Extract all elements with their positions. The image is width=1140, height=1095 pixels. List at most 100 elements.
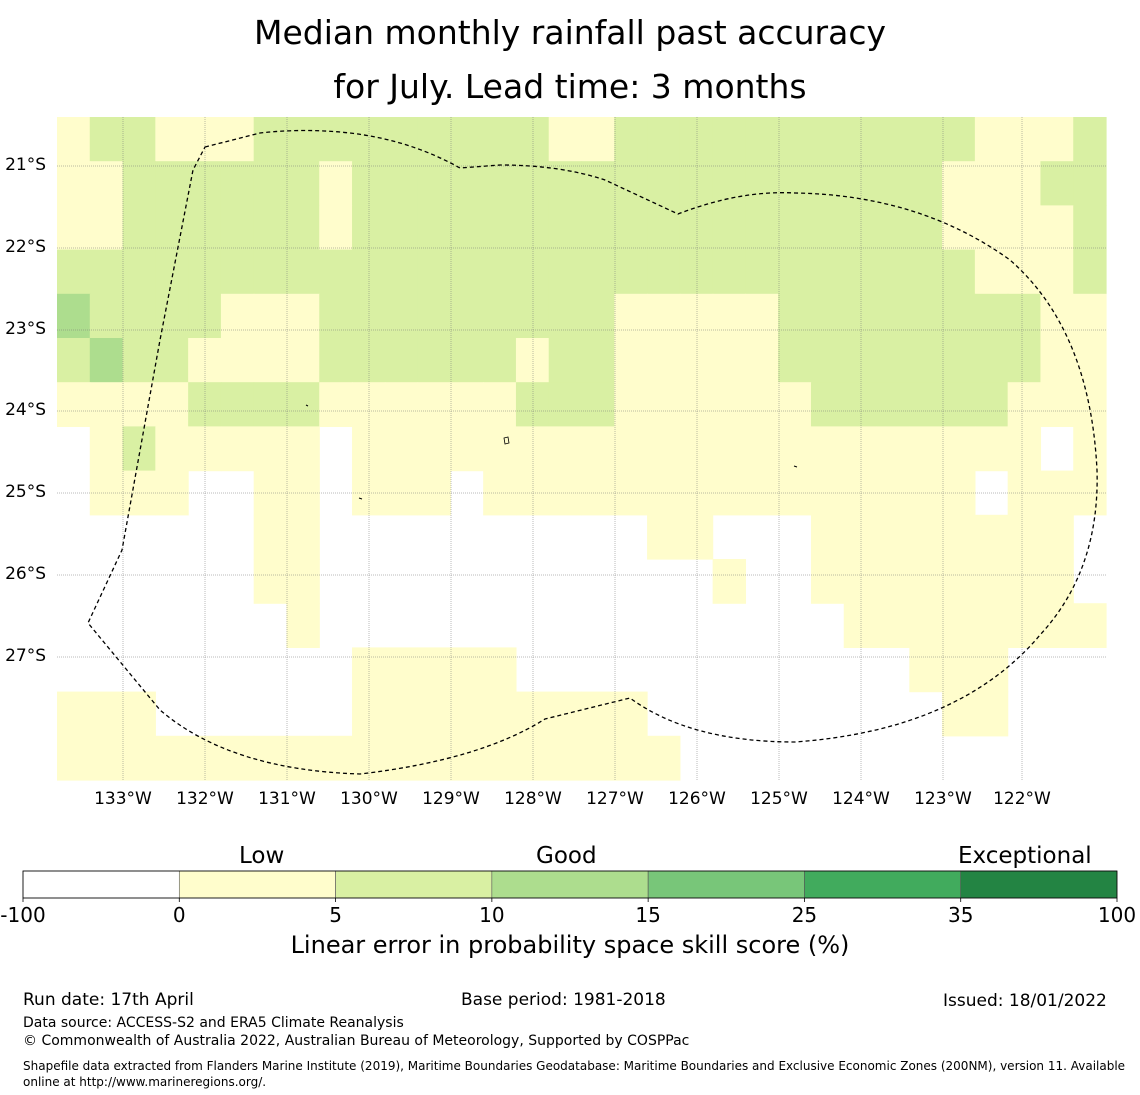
data-source: Data source: ACCESS-S2 and ERA5 Climate … (23, 1015, 404, 1031)
skill-cell (778, 293, 812, 339)
skill-cell (515, 426, 550, 472)
skill-cell (122, 205, 156, 251)
skill-cell (57, 338, 91, 383)
skill-cell (384, 382, 419, 427)
skill-cell (352, 249, 386, 295)
skill-cell (57, 249, 91, 295)
longitude-label: 128°W (504, 789, 562, 809)
skill-cell (876, 117, 910, 162)
skill-cell (450, 117, 484, 162)
skill-cell (450, 293, 484, 339)
skill-cell (515, 161, 550, 206)
skill-cell (483, 382, 517, 427)
skill-cell (712, 338, 747, 383)
longitude-label: 129°W (422, 789, 480, 809)
eez-boundary (87, 129, 1098, 775)
skill-cell (974, 559, 1009, 604)
skill-cell (1007, 382, 1042, 427)
skill-cell (909, 514, 943, 560)
skill-cell (712, 382, 747, 427)
skill-cell (712, 205, 747, 251)
skill-cell (942, 205, 976, 251)
skill-cell (417, 647, 451, 693)
skill-cell (188, 382, 222, 427)
skill-cell (843, 603, 878, 648)
category-good: Good (536, 843, 597, 869)
skill-cell (89, 161, 124, 206)
skill-cell (909, 647, 943, 693)
skill-cell (614, 382, 648, 427)
skill-cell (417, 338, 451, 383)
longitude-label: 125°W (750, 789, 808, 809)
skill-cell (974, 647, 1009, 693)
skill-cell (417, 117, 451, 162)
skill-cell (614, 249, 648, 295)
skill-cell (974, 514, 1009, 560)
skill-cell (909, 161, 943, 206)
skill-cell (909, 117, 943, 162)
skill-cell (778, 382, 812, 427)
skill-cell (974, 603, 1009, 648)
skill-cell (778, 205, 812, 251)
skill-cell (548, 293, 583, 339)
island-outline (503, 436, 510, 445)
latitude-label: 27°S (5, 646, 46, 666)
skill-cell (614, 691, 648, 737)
skill-cell (253, 426, 288, 472)
skill-cell (286, 382, 320, 427)
skill-cell (515, 117, 550, 162)
copyright: © Commonwealth of Australia 2022, Austra… (23, 1033, 690, 1049)
skill-cell (974, 161, 1009, 206)
skill-cell (614, 426, 648, 472)
colorbar-segment (491, 870, 649, 899)
skill-cell (384, 426, 419, 472)
skill-cell (1040, 603, 1074, 648)
skill-cell (876, 161, 910, 206)
skill-cell (548, 426, 583, 472)
skill-cell (1073, 205, 1107, 251)
skill-cell (745, 293, 779, 339)
longitude-label: 132°W (176, 789, 234, 809)
skill-cell (352, 338, 386, 383)
skill-cell (876, 426, 910, 472)
skill-cell (57, 205, 91, 251)
skill-cell (909, 293, 943, 339)
skill-cell (384, 647, 419, 693)
skill-cell (417, 691, 451, 737)
colorbar-tick-label: 100 (1097, 903, 1137, 927)
skill-cell (286, 426, 320, 472)
skill-cell (581, 338, 615, 383)
skill-cell (384, 735, 419, 781)
skill-cell (1040, 382, 1074, 427)
colorbar-segment (804, 870, 962, 899)
skill-cell (352, 117, 386, 162)
skill-cell (483, 205, 517, 251)
chart-title: Median monthly rainfall past accuracy fo… (0, 6, 1140, 114)
skill-cell (483, 161, 517, 206)
longitude-label: 127°W (586, 789, 644, 809)
skill-cell (1040, 338, 1074, 383)
skill-cell (679, 205, 714, 251)
skill-cell (122, 426, 156, 472)
skill-cell (417, 382, 451, 427)
skill-cell (352, 382, 386, 427)
skill-cell (909, 382, 943, 427)
skill-cell (352, 293, 386, 339)
skill-cell (1007, 426, 1042, 472)
skill-cell (843, 293, 878, 339)
skill-cell (286, 293, 320, 339)
skill-cell (515, 293, 550, 339)
skill-cell (581, 691, 615, 737)
skill-cell (483, 338, 517, 383)
skill-cell (352, 426, 386, 472)
skill-cell (352, 735, 386, 781)
skill-cell (942, 647, 976, 693)
skill-cell (220, 249, 255, 295)
skill-cell (1073, 293, 1107, 339)
skill-cell (909, 249, 943, 295)
category-exceptional: Exceptional (958, 843, 1092, 869)
skill-cell (548, 338, 583, 383)
skill-cell (810, 514, 845, 560)
skill-cell (647, 161, 681, 206)
